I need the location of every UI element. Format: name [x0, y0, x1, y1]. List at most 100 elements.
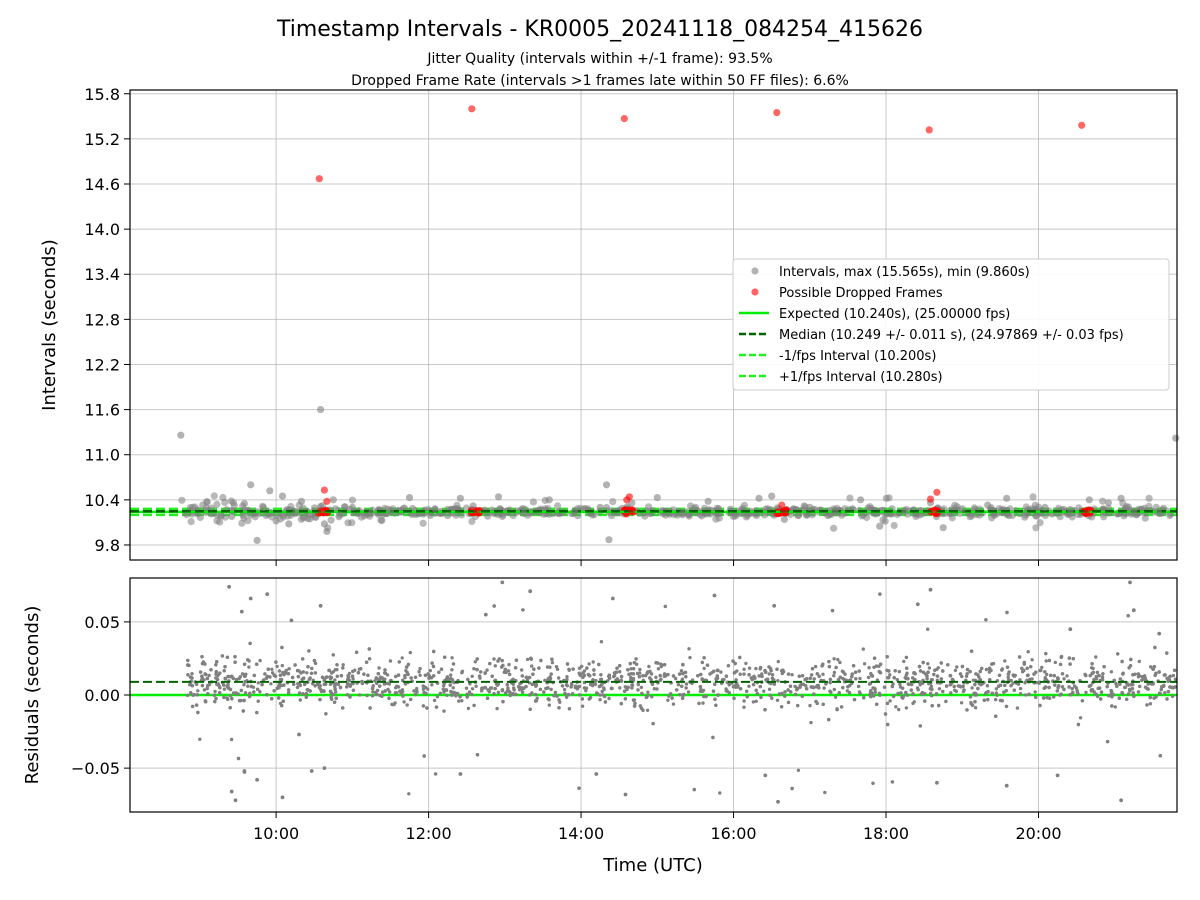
- residual-point: [415, 690, 419, 694]
- residual-point: [626, 685, 630, 689]
- residual-point: [557, 676, 561, 680]
- residual-point: [565, 662, 570, 666]
- residual-point: [474, 684, 478, 688]
- residual-point: [339, 674, 344, 678]
- residual-point: [1044, 659, 1048, 663]
- residual-point: [810, 667, 815, 671]
- residual-point: [383, 668, 387, 672]
- residual-point: [483, 671, 487, 675]
- residual-point: [984, 618, 988, 622]
- residual-point: [833, 695, 838, 699]
- residual-point: [1105, 684, 1109, 689]
- residual-point: [260, 682, 264, 687]
- residual-point: [827, 717, 831, 722]
- interval-point: [327, 516, 335, 524]
- residual-point: [382, 682, 387, 686]
- residual-point: [626, 668, 630, 672]
- residual-point: [1015, 706, 1020, 710]
- residual-point: [674, 676, 678, 681]
- residual-point: [186, 673, 190, 677]
- residual-point: [1136, 690, 1141, 694]
- residual-point: [631, 672, 636, 676]
- residual-point: [995, 693, 999, 697]
- residual-point: [562, 687, 567, 692]
- residual-point: [779, 705, 784, 709]
- interval-point: [1145, 494, 1153, 502]
- residual-point: [980, 666, 984, 671]
- residual-point: [487, 689, 492, 694]
- residual-point: [560, 684, 565, 688]
- residual-point: [873, 687, 877, 691]
- x-tick-label: 12:00: [406, 824, 452, 843]
- residual-point: [867, 666, 871, 670]
- residual-point: [600, 682, 604, 687]
- residual-point: [935, 780, 939, 785]
- residual-point: [813, 664, 818, 669]
- residual-point: [869, 694, 873, 699]
- residual-point: [954, 689, 958, 693]
- residual-point: [744, 661, 748, 666]
- residual-point: [597, 684, 602, 689]
- residual-point: [885, 701, 890, 706]
- residual-point: [1088, 673, 1092, 678]
- residual-point: [890, 780, 895, 784]
- interval-point: [755, 494, 763, 502]
- interval-point: [740, 501, 749, 509]
- residual-point: [304, 695, 308, 699]
- residual-point: [648, 669, 652, 674]
- residual-point: [1127, 666, 1131, 670]
- residual-point: [905, 693, 909, 697]
- residual-point: [371, 684, 375, 688]
- residual-point: [767, 672, 771, 676]
- residual-point: [334, 690, 338, 694]
- residual-point: [1053, 660, 1058, 665]
- residual-point: [645, 708, 650, 712]
- residual-point: [952, 684, 956, 689]
- residual-point: [324, 712, 328, 716]
- residual-point: [930, 678, 934, 682]
- residual-point: [1109, 691, 1114, 696]
- residual-point: [213, 699, 217, 704]
- dropped-frame-point: [318, 507, 326, 515]
- residual-point: [1027, 692, 1031, 696]
- residual-point: [878, 662, 883, 666]
- residual-point: [906, 677, 910, 681]
- residual-point: [546, 677, 550, 681]
- residual-point: [1022, 668, 1026, 673]
- residual-point: [577, 693, 582, 697]
- interval-point: [259, 503, 267, 511]
- residual-point: [796, 768, 801, 772]
- interval-point: [890, 521, 898, 530]
- residual-point: [763, 773, 768, 778]
- interval-point: [605, 536, 613, 544]
- interval-point: [468, 517, 476, 526]
- interval-point: [1066, 506, 1074, 514]
- residual-point: [466, 706, 471, 711]
- residual-point: [793, 692, 798, 697]
- residual-point: [418, 666, 422, 671]
- residual-point: [359, 667, 363, 671]
- residual-point: [192, 693, 196, 697]
- residual-point: [645, 671, 649, 675]
- residual-point: [838, 675, 842, 679]
- residual-point: [939, 677, 943, 681]
- residual-point: [684, 675, 688, 679]
- residual-point: [470, 687, 475, 691]
- residual-point: [667, 694, 671, 698]
- interval-point: [984, 501, 992, 509]
- residual-point: [948, 673, 952, 678]
- residual-point: [222, 695, 226, 700]
- residual-point: [377, 678, 382, 682]
- residual-point: [1130, 687, 1135, 691]
- residual-point: [1032, 672, 1036, 676]
- residual-point: [318, 697, 322, 702]
- interval-point: [545, 496, 553, 504]
- residual-point: [413, 675, 418, 679]
- residual-point: [698, 689, 703, 693]
- residual-point: [1133, 672, 1137, 676]
- residual-point: [231, 691, 236, 695]
- residual-point: [475, 667, 479, 672]
- residual-point: [755, 692, 760, 696]
- residual-point: [234, 677, 239, 682]
- residual-point: [1049, 673, 1053, 678]
